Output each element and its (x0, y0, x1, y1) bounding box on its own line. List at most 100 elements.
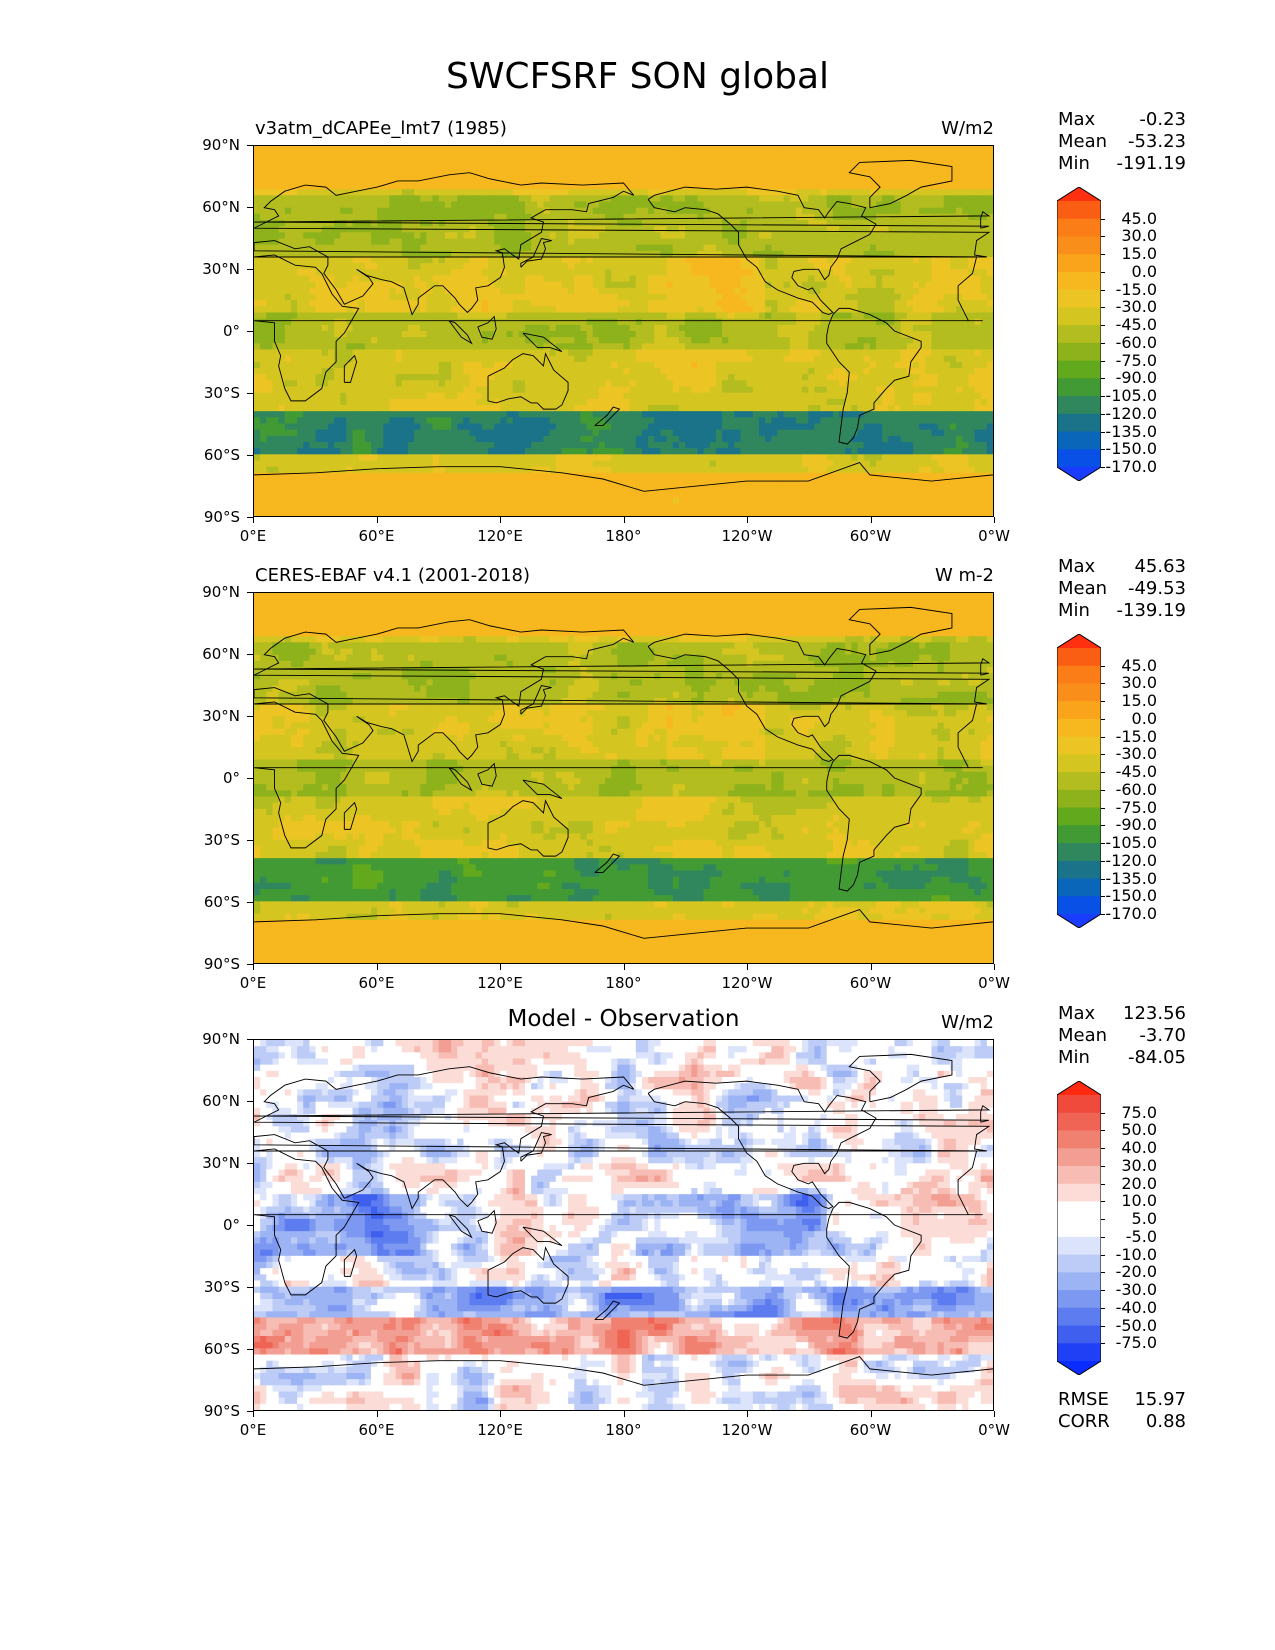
colorbar-extend-top (1057, 634, 1101, 648)
lon-tick-label: 60°E (337, 1421, 417, 1439)
map-plot (253, 592, 994, 964)
lat-tick-label: 90°S (150, 955, 240, 973)
colorbar-swatch (1057, 325, 1101, 344)
panel-title-center: Model - Observation (253, 1006, 994, 1032)
lat-tick (247, 1225, 253, 1226)
stats-block: Max 123.56 Mean -3.70 Min -84.05 (1058, 1003, 1186, 1069)
colorbar-tick (1101, 718, 1105, 720)
lon-tick-label: 120°W (707, 1421, 787, 1439)
stat-row: Mean -53.23 (1058, 131, 1186, 153)
stat-label: Mean (1058, 578, 1107, 600)
coastline (594, 853, 621, 874)
colorbar-tick-label: -60.0 (1101, 334, 1157, 351)
stat-row: Max 45.63 (1058, 556, 1186, 578)
coastline (520, 1131, 552, 1162)
coastline (522, 1226, 563, 1246)
colorbar-tick (1101, 218, 1105, 220)
coastline (520, 237, 552, 268)
stat-row: Min -191.19 (1058, 153, 1186, 175)
colorbar-tick (1101, 789, 1105, 791)
colorbar-tick-label: -30.0 (1101, 746, 1157, 762)
lon-tick (253, 517, 254, 523)
colorbar-swatch (1057, 665, 1101, 684)
coastline (448, 320, 473, 345)
coastline (254, 172, 991, 316)
colorbar-tick (1101, 271, 1105, 273)
coastline (477, 315, 497, 340)
colorbar-swatch (1057, 271, 1101, 291)
colorbar-swatch (1057, 701, 1101, 720)
colorbar-tick (1101, 254, 1105, 256)
colorbar-tick-label: -60.0 (1101, 781, 1157, 798)
colorbar-swatch (1057, 1148, 1101, 1167)
lat-tick-label: 0° (150, 322, 240, 340)
colorbar-swatch (1057, 449, 1101, 468)
colorbar-tick (1101, 736, 1105, 738)
lat-tick-label: 60°S (150, 893, 240, 911)
colorbar-swatch (1057, 1165, 1101, 1185)
lat-tick-label: 90°N (150, 1030, 240, 1048)
colorbar-swatch (1057, 736, 1101, 755)
colorbar-swatch (1057, 648, 1101, 667)
coastline (254, 701, 983, 849)
stat-value: 45.63 (1134, 556, 1186, 578)
colorbar-tick (1101, 378, 1105, 380)
stat-label: Mean (1058, 131, 1107, 153)
colorbar-tick-label: -45.0 (1101, 317, 1157, 333)
colorbar-tick-label: -150.0 (1101, 441, 1157, 457)
colorbar-tick-label: -10.0 (1101, 1246, 1157, 1263)
colorbar-tick (1101, 860, 1105, 862)
colorbar-tick (1101, 843, 1105, 845)
colorbar-swatch (1057, 378, 1101, 397)
lon-tick-label: 0°E (213, 974, 293, 992)
lon-tick-label: 0°W (954, 1421, 1034, 1439)
coastline (594, 1300, 621, 1321)
lon-tick (500, 964, 501, 970)
lon-tick-label: 120°W (707, 527, 787, 545)
colorbar-tick-label: -40.0 (1101, 1299, 1157, 1316)
colorbar-extend-bottom (1057, 914, 1101, 928)
colorbar (1057, 1081, 1101, 1375)
colorbar-swatch (1057, 431, 1101, 450)
stat-label: Max (1058, 556, 1095, 578)
stat-row: Mean -49.53 (1058, 578, 1186, 600)
colorbar-swatch (1057, 878, 1101, 897)
stat-value: 123.56 (1123, 1003, 1186, 1025)
error-stat-row: RMSE 15.97 (1058, 1389, 1186, 1411)
colorbar-tick (1101, 449, 1105, 451)
colorbar-tick-label: -120.0 (1101, 405, 1157, 422)
colorbar-tick-label: -50.0 (1101, 1317, 1157, 1334)
map-panel-1: v3atm_dCAPEe_lmt7 (1985) W/m2 90°N 60°N 30°N… (0, 0, 1275, 545)
colorbar-tick (1101, 289, 1105, 291)
colorbar-swatch (1057, 896, 1101, 915)
colorbar-tick (1101, 772, 1105, 774)
coastline (254, 909, 993, 939)
colorbar-tick-label: 30.0 (1101, 228, 1157, 244)
lat-tick (247, 207, 253, 208)
lat-tick-label: 90°N (150, 583, 240, 601)
map-plot (253, 145, 994, 517)
lon-tick (500, 517, 501, 523)
lat-tick (247, 145, 253, 146)
lon-tick (870, 517, 872, 523)
lon-tick-label: 180° (584, 974, 664, 992)
stats-block: Max -0.23 Mean -53.23 Min -191.19 (1058, 109, 1186, 175)
lon-tick (376, 964, 378, 970)
colorbar-tick (1101, 1130, 1105, 1132)
coastline (254, 619, 991, 763)
lon-tick-label: 120°E (460, 974, 540, 992)
coastline (848, 1053, 953, 1103)
stat-label: Mean (1058, 1025, 1107, 1047)
colorbar-tick-label: -170.0 (1101, 906, 1157, 922)
lat-tick-label: 60°S (150, 446, 240, 464)
colorbar-tick-label: -75.0 (1101, 352, 1157, 369)
colorbar-tick-label: -90.0 (1101, 817, 1157, 833)
colorbar-swatch (1057, 1254, 1101, 1273)
lat-tick (247, 592, 253, 593)
colorbar-tick-label: -135.0 (1101, 423, 1157, 440)
colorbar-tick-label: 30.0 (1101, 1157, 1157, 1174)
stat-label: CORR (1058, 1411, 1110, 1433)
error-stats-block: RMSE 15.97 CORR 0.88 (1058, 1389, 1186, 1433)
lon-tick-label: 60°W (831, 527, 911, 545)
colorbar-tick-label: -30.0 (1101, 299, 1157, 315)
